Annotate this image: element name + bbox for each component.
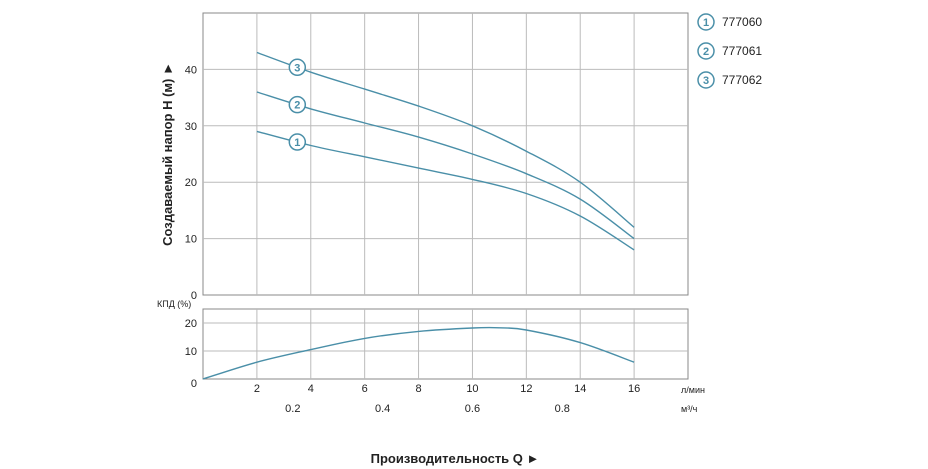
legend-label: 777061 (722, 44, 762, 58)
legend-badge-circle (697, 71, 715, 89)
legend-label: 777060 (722, 15, 762, 29)
efficiency-axis-title: КПД (%) (157, 299, 191, 309)
x-tick-label: 8 (415, 383, 421, 395)
legend-badge-circle (697, 42, 715, 60)
head-curve-777061 (256, 91, 635, 240)
x-secondary-unit-label: м³/ч (681, 404, 698, 414)
legend-item-777062: 3 777062 (697, 71, 762, 89)
eff-y-tick-label: 0 (191, 378, 197, 390)
y-axis-title: Создаваемый напор H (м) ► (160, 62, 175, 246)
x-tick-label: 16 (628, 383, 640, 395)
legend-label: 777062 (722, 73, 762, 87)
curve-badge-777060: 1 (288, 133, 307, 151)
head-y-tick-label: 40 (185, 64, 197, 76)
legend-item-777061: 2 777061 (697, 42, 762, 60)
legend: 1 777060 2 777061 3 777062 (697, 13, 762, 89)
x-axis-title: Производительность Q ► (371, 451, 540, 466)
eff-y-tick-label: 20 (185, 318, 197, 330)
x-unit-label: л/мин (681, 385, 705, 395)
x-tick-label: 14 (574, 383, 586, 395)
badge-circle (288, 58, 307, 77)
head-y-tick-label: 10 (185, 234, 197, 246)
x-tick-label: 2 (254, 383, 260, 395)
badge-number: 1 (294, 137, 300, 149)
head-curve-777062 (256, 51, 635, 228)
legend-badge-circle (697, 13, 715, 31)
legend-badge-number: 3 (703, 75, 709, 87)
efficiency-curve (202, 326, 635, 380)
badge-number: 2 (294, 100, 300, 112)
legend-item-777060: 1 777060 (697, 13, 762, 31)
efficiency-panel: 0 10 20 КПД (%) 2 4 6 8 10 12 14 16 л/мин 0.2 0.4 0.6 0.… (157, 299, 705, 415)
curve-badge-777062: 3 (288, 58, 307, 77)
x-tick-label: 10 (466, 383, 478, 395)
curve-badge-777061: 2 (288, 95, 307, 114)
legend-badge-number: 2 (703, 46, 709, 58)
axis-titles: Создаваемый напор H (м) ► Производительно… (160, 62, 539, 466)
head-y-tick-label: 0 (191, 290, 197, 302)
head-curve-777060 (256, 130, 635, 251)
eff-y-tick-label: 10 (185, 346, 197, 358)
head-plot-frame (202, 12, 689, 296)
x-tick-label: 4 (308, 383, 314, 395)
head-y-tick-label: 30 (185, 121, 197, 133)
efficiency-plot-frame (202, 308, 689, 380)
x-secondary-tick-label: 0.2 (285, 403, 300, 415)
legend-badge-number: 1 (703, 17, 709, 29)
x-secondary-tick-label: 0.4 (375, 403, 390, 415)
badge-circle (288, 95, 307, 114)
badge-circle (288, 133, 307, 151)
x-tick-label: 6 (362, 383, 368, 395)
head-panel: 0 10 20 30 40 1 2 3 (185, 12, 689, 302)
x-tick-label: 12 (520, 383, 532, 395)
head-y-tick-label: 20 (185, 177, 197, 189)
x-secondary-tick-label: 0.6 (465, 403, 480, 415)
badge-number: 3 (294, 62, 300, 74)
x-secondary-tick-label: 0.8 (555, 403, 570, 415)
